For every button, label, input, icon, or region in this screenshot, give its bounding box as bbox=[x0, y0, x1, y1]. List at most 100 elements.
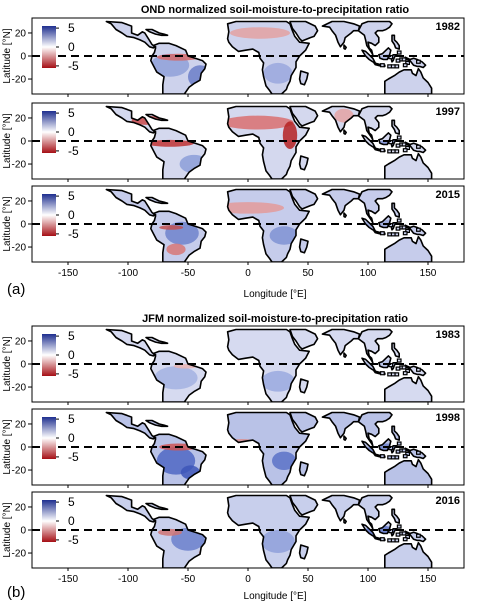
island-buru bbox=[395, 226, 401, 231]
coastline-new-guinea bbox=[404, 530, 427, 543]
ratio-patch-3 bbox=[221, 115, 294, 130]
colorbar bbox=[42, 26, 56, 68]
colorbar-tick-label: -5 bbox=[68, 227, 79, 241]
x-tick-label: 150 bbox=[420, 268, 437, 279]
colorbar bbox=[42, 111, 56, 153]
y-tick-label: -20 bbox=[12, 160, 27, 171]
island-tanimbar bbox=[402, 537, 408, 542]
land-madagascar bbox=[299, 156, 308, 170]
y-axis-label: Latitude [°N] bbox=[2, 28, 13, 83]
island-seram bbox=[401, 225, 407, 230]
land-madagascar bbox=[299, 462, 308, 476]
coastline-madagascar bbox=[298, 70, 309, 86]
colorbar-tick-label: 5 bbox=[68, 329, 75, 343]
coastline-india bbox=[321, 494, 361, 522]
y-tick-label: -20 bbox=[12, 466, 27, 477]
y-tick-label: 0 bbox=[20, 443, 26, 454]
island-madura bbox=[380, 231, 385, 236]
colorbar-tick-label: 0 bbox=[68, 208, 75, 222]
land-arabia bbox=[290, 495, 318, 515]
coastline-borneo bbox=[377, 132, 392, 146]
group-a-label: (a) bbox=[7, 281, 25, 298]
island-sumbawa bbox=[387, 232, 392, 237]
colorbar-tick-label: -5 bbox=[68, 144, 79, 158]
coastline-india bbox=[321, 105, 361, 133]
y-tick-label: 20 bbox=[15, 196, 27, 207]
coastline-borneo bbox=[377, 355, 392, 369]
colorbar-tick-label: 5 bbox=[68, 412, 75, 426]
panel-year-label: 2016 bbox=[436, 495, 460, 507]
colorbar bbox=[42, 334, 56, 376]
coastline-philippines bbox=[391, 425, 401, 441]
coastline-borneo bbox=[377, 521, 392, 535]
y-tick-label: -20 bbox=[12, 383, 27, 394]
island-madura bbox=[380, 148, 385, 153]
coastline-sulawesi bbox=[389, 361, 398, 371]
colorbar-tick-label: 5 bbox=[68, 495, 75, 509]
coastline-sulawesi bbox=[389, 444, 398, 454]
island-bismarck bbox=[416, 367, 421, 372]
coastline-sri-lanka bbox=[343, 352, 348, 358]
y-tick-label: 20 bbox=[15, 113, 27, 124]
land-arabia bbox=[290, 21, 318, 41]
land-sumatra bbox=[362, 135, 376, 148]
x-tick-label: 150 bbox=[420, 574, 437, 585]
x-tick-label: -50 bbox=[181, 268, 196, 279]
coastline-sri-lanka bbox=[343, 435, 348, 441]
island-halmahera bbox=[396, 441, 402, 446]
x-tick-label: 100 bbox=[360, 574, 377, 585]
coastline-india bbox=[321, 411, 361, 439]
island-buru bbox=[395, 58, 401, 63]
coastline-indochina bbox=[357, 494, 393, 530]
land-india bbox=[322, 495, 360, 521]
panel-year-label: 1998 bbox=[436, 412, 460, 424]
colorbar-tick-label: -5 bbox=[68, 450, 79, 464]
ratio-patch-5 bbox=[159, 225, 184, 230]
panel-year-label: 1997 bbox=[436, 106, 460, 118]
x-tick-label: 50 bbox=[302, 268, 314, 279]
y-axis-label: Latitude [°N] bbox=[2, 113, 13, 168]
island-buru bbox=[395, 366, 401, 371]
y-tick-label: 20 bbox=[15, 419, 27, 430]
coastline-australia-n bbox=[383, 67, 433, 94]
coastline-sri-lanka bbox=[343, 212, 348, 218]
land-madagascar bbox=[299, 239, 308, 253]
coastline-australia-n bbox=[383, 152, 433, 179]
coastline-philippines bbox=[391, 34, 401, 50]
land-layer bbox=[32, 20, 464, 94]
ratio-patch-2 bbox=[166, 243, 186, 256]
y-axis-label: Latitude [°N] bbox=[2, 196, 13, 251]
coastline-arabia bbox=[289, 411, 319, 433]
coastline-new-guinea bbox=[404, 364, 427, 377]
y-axis-label: Latitude [°N] bbox=[2, 502, 13, 557]
coastline-caribbean bbox=[145, 196, 169, 205]
ratio-patch-4 bbox=[282, 121, 298, 150]
coastline-africa bbox=[226, 188, 311, 262]
land-india bbox=[322, 189, 360, 215]
coastline-caribbean bbox=[145, 28, 169, 37]
coastline-africa bbox=[226, 411, 311, 485]
coastline-africa bbox=[226, 494, 311, 568]
coastline-south-am bbox=[150, 210, 207, 262]
coastline-borneo bbox=[377, 215, 392, 229]
colorbar-tick-label: -5 bbox=[68, 533, 79, 547]
coastline-madagascar bbox=[298, 155, 309, 171]
island-buru bbox=[395, 449, 401, 454]
x-tick-label: -50 bbox=[181, 574, 196, 585]
ratio-patch-4 bbox=[230, 27, 290, 39]
island-buru bbox=[395, 532, 401, 537]
coastline-caribbean bbox=[145, 502, 169, 511]
y-tick-label: 0 bbox=[20, 137, 26, 148]
island-tanimbar bbox=[402, 454, 408, 459]
coastline-indochina bbox=[357, 105, 393, 141]
island-bismarck bbox=[416, 533, 421, 538]
coastline-sulawesi bbox=[389, 222, 398, 231]
colorbar-tick-label: -5 bbox=[68, 367, 79, 381]
x-axis-label-b: Longitude [°E] bbox=[244, 591, 307, 602]
island-tanimbar bbox=[402, 371, 408, 376]
x-tick-label: 0 bbox=[245, 574, 251, 585]
coastline-australia-n bbox=[383, 375, 433, 402]
x-ticks-layer: -150 -100 -50 0 50 100 150-150 -100 -50 0 50 100 150 bbox=[58, 268, 437, 585]
